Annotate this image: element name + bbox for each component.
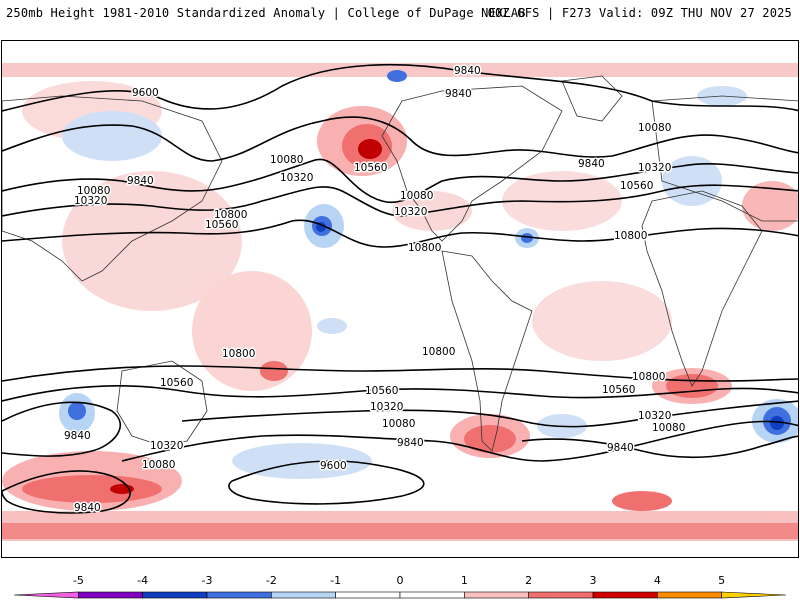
contour-label: 10080: [382, 418, 415, 430]
colorbar-tick-label: -2: [266, 574, 277, 587]
contour-label: 10080: [652, 422, 685, 434]
colorbar-tick-label: -3: [202, 574, 213, 587]
anomaly-map: 9600 9840 9840 10080 10080 10320 9840 10…: [1, 40, 799, 558]
colorbar-swatch: [657, 591, 722, 599]
contour-label: 10320: [638, 162, 671, 174]
colorbar-tick-label: 2: [525, 574, 532, 587]
colorbar-swatch: [13, 591, 79, 599]
contour-label: 10800: [222, 348, 255, 360]
contour-label: 10560: [602, 384, 635, 396]
colorbar-tick-label: 0: [397, 574, 404, 587]
contour-label: 10800: [422, 346, 455, 358]
colorbar-svg: -5 -4 -3 -2 -1 0 1 2 3 4 5: [13, 574, 787, 599]
contour-label: 10800: [632, 371, 665, 383]
contour-label: 10560: [354, 162, 387, 174]
contour-label: 9840: [74, 502, 101, 514]
contour-label: 10080: [77, 185, 110, 197]
colorbar-swatch: [528, 591, 594, 599]
colorbar-swatch: [206, 591, 272, 599]
map-title: 250mb Height 1981-2010 Standardized Anom…: [6, 6, 526, 20]
contour-label: 9840: [607, 442, 634, 454]
contour-label: 9600: [132, 87, 159, 99]
contour-label: 9840: [454, 65, 481, 77]
contour-label: 10080: [400, 190, 433, 202]
colorbar-tick-label: -1: [330, 574, 341, 587]
contour-labels: 9600 9840 9840 10080 10080 10320 9840 10…: [63, 64, 687, 516]
contour-label: 10800: [214, 209, 247, 221]
colorbar-swatch: [271, 591, 336, 599]
coastline-outlines: [2, 75, 798, 452]
colorbar-swatch: [142, 591, 208, 599]
contour-label: 9840: [127, 175, 154, 187]
colorbar-swatch: [399, 591, 465, 599]
map-canvas: 9600 9840 9840 10080 10080 10320 9840 10…: [2, 63, 798, 541]
contour-label: 10560: [160, 377, 193, 389]
contour-label: 9840: [397, 437, 424, 449]
colorbar-swatch: [464, 591, 529, 599]
height-contours: [2, 63, 798, 514]
contour-label: 10800: [408, 242, 441, 254]
anomaly-colorbar: -5 -4 -3 -2 -1 0 1 2 3 4 5: [0, 570, 800, 600]
contour-label: 10320: [394, 206, 427, 218]
contour-label: 10320: [150, 440, 183, 452]
colorbar-tick-label: 5: [718, 574, 725, 587]
colorbar-tick-label: -4: [137, 574, 148, 587]
colorbar-swatch: [592, 591, 658, 599]
colorbar-tick-label: 4: [654, 574, 661, 587]
colorbar-swatch: [721, 591, 787, 599]
colorbar-tick-label: 3: [590, 574, 597, 587]
contour-label: 10320: [638, 410, 671, 422]
colorbar-tick-label: 1: [461, 574, 468, 587]
model-valid-time: 00Z GFS | F273 Valid: 09Z THU NOV 27 202…: [487, 6, 792, 20]
contour-label: 9840: [578, 158, 605, 170]
contour-label: 10560: [365, 385, 398, 397]
contour-label: 10080: [270, 154, 303, 166]
contour-label: 10320: [280, 172, 313, 184]
colorbar-tick-label: -5: [73, 574, 84, 587]
contour-label: 10800: [614, 230, 647, 242]
colorbar-swatch: [335, 591, 401, 599]
contour-label: 10560: [620, 180, 653, 192]
contour-label: 10560: [205, 219, 238, 231]
contour-label: 9840: [445, 88, 472, 100]
colorbar-swatch: [78, 591, 143, 599]
contour-label: 9840: [64, 430, 91, 442]
contour-label: 10320: [74, 195, 107, 207]
positive-anomaly-shading: [2, 63, 798, 541]
contour-label: 10080: [142, 459, 175, 471]
contour-label: 10320: [370, 401, 403, 413]
contour-label: 10080: [638, 122, 671, 134]
contour-label: 9600: [320, 460, 347, 472]
